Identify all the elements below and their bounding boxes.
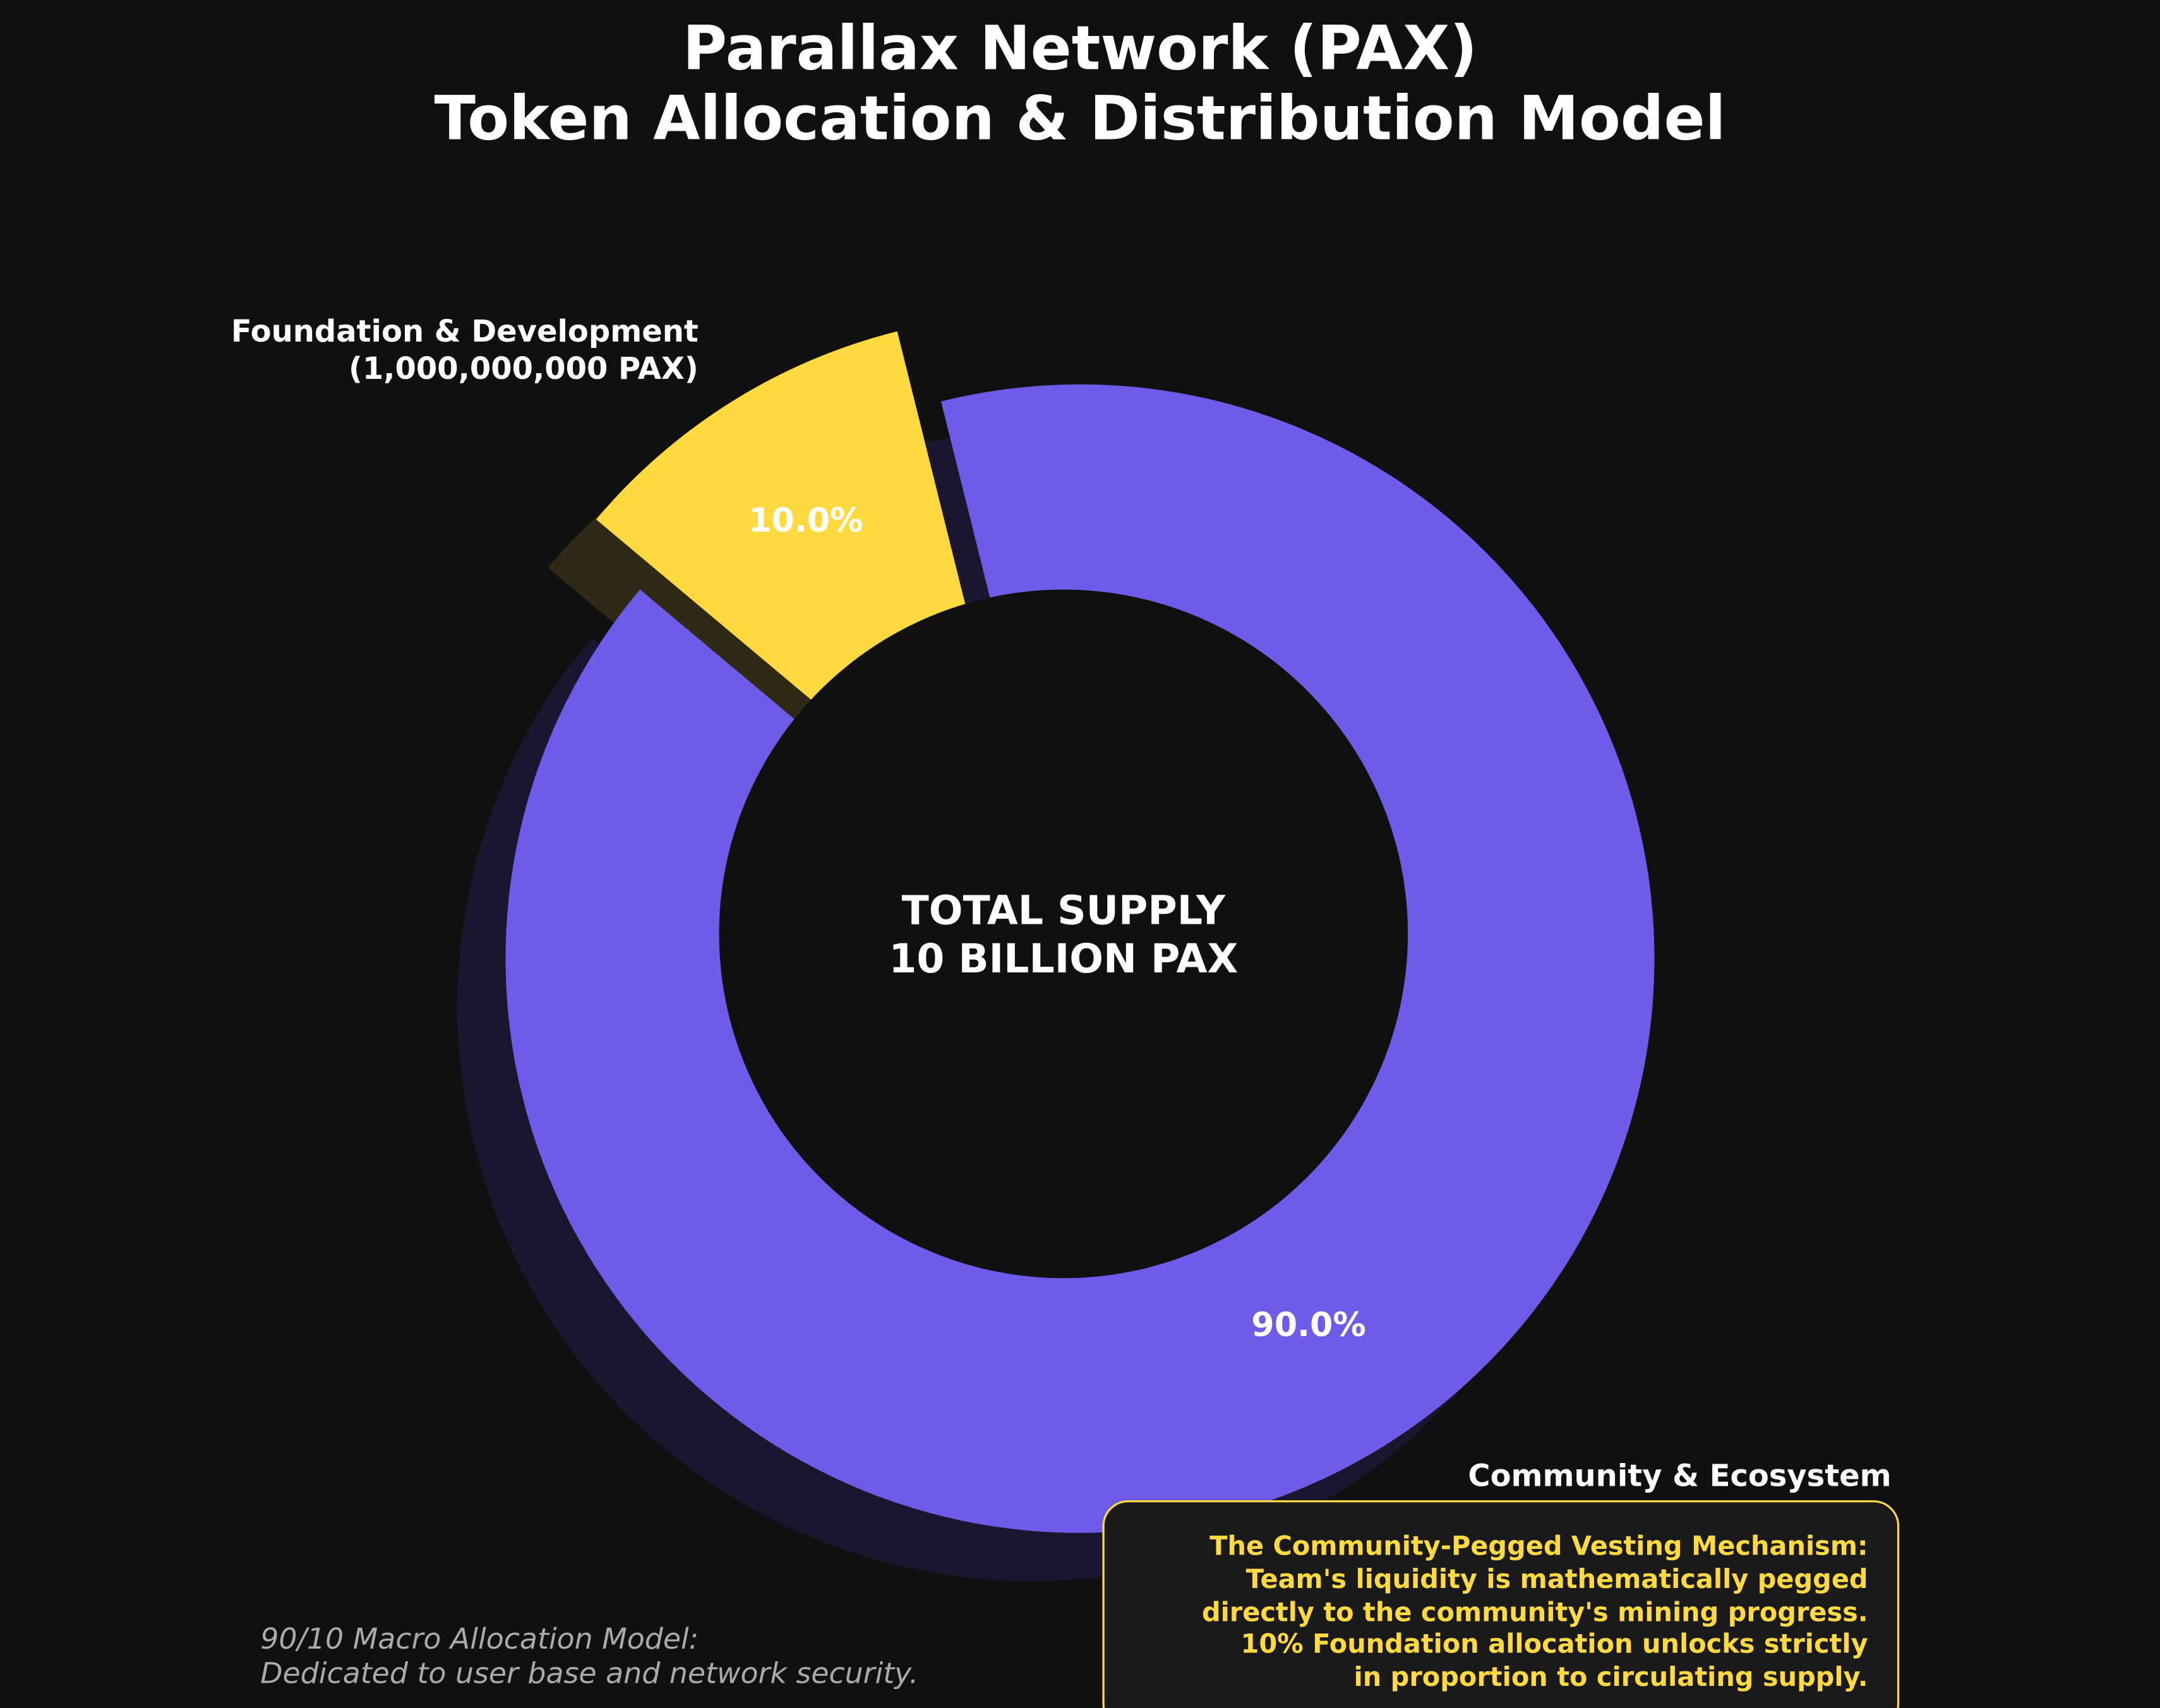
slice-pct-label-foundation: 10.0% [748,501,863,540]
slice-name-community: Community & Ecosystem [1468,1459,1891,1494]
slice-pct-label-community: 90.0% [1251,1306,1366,1344]
annotation-line: Team's liquidity is mathematically pegge… [1246,1564,1868,1594]
slice-detail-foundation: (1,000,000,000 PAX) [349,351,699,386]
annotation-line: directly to the community's mining progr… [1202,1597,1868,1627]
annotation-line: 10% Foundation allocation unlocks strict… [1241,1629,1868,1659]
footnote-line-1: 90/10 Macro Allocation Model: [260,1621,699,1656]
center-label-line-2: 10 BILLION PAX [889,935,1238,982]
chart-title-line-1: Parallax Network (PAX) [683,13,1477,83]
annotation-line: in proportion to circulating supply. [1354,1662,1868,1692]
chart-title-line-2: Token Allocation & Distribution Model [435,83,1726,153]
center-label-line-1: TOTAL SUPPLY [902,887,1226,934]
donut-hole [719,589,1408,1279]
annotation-box [1102,1500,1900,1708]
footnote-line-2: Dedicated to user base and network secur… [260,1656,918,1690]
annotation-text: The Community-Pegged Vesting Mechanism: … [1202,1531,1868,1692]
annotation-line: The Community-Pegged Vesting Mechanism: [1209,1531,1868,1562]
slice-name-foundation: Foundation & Development [231,314,699,349]
